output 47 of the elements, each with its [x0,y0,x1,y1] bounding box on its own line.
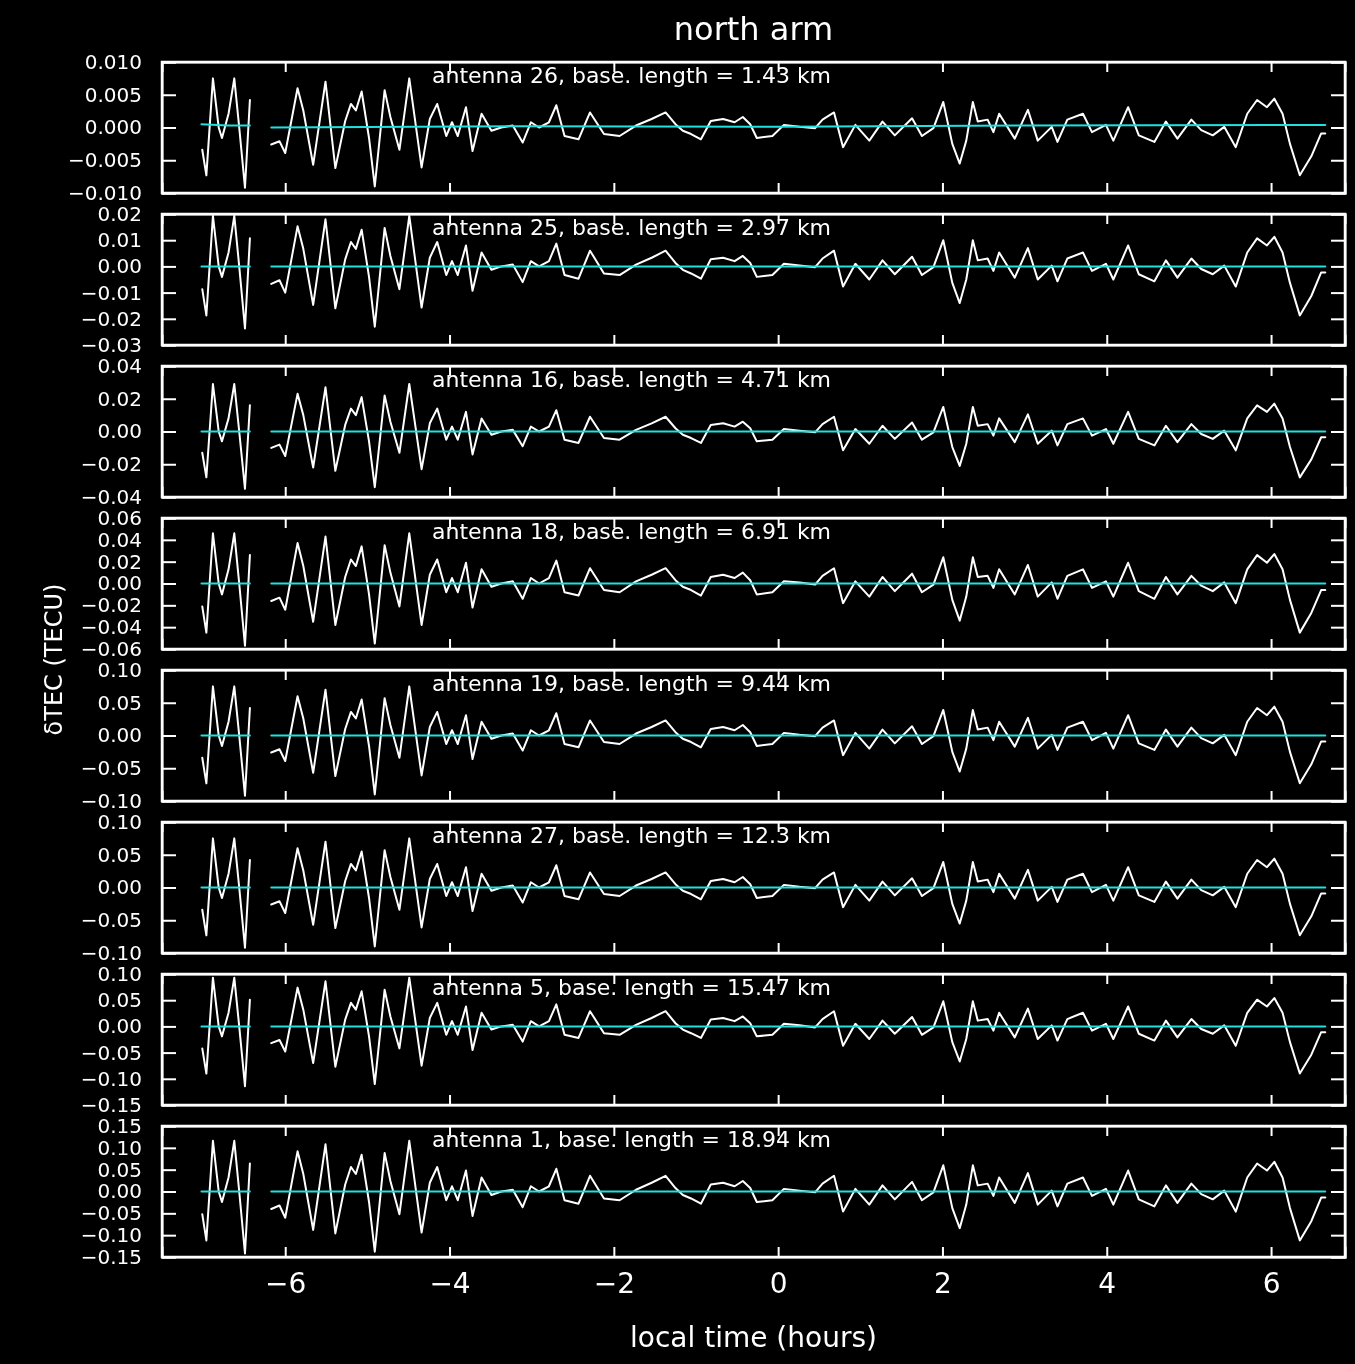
y-axis-title: δTEC (TECU) [40,583,68,736]
y-tick-label: 0.05 [97,1157,142,1182]
y-tick-label: −0.02 [80,593,142,618]
y-tick-label: −0.05 [80,908,142,933]
annotation: antenna 25, base. length = 2.97 km [432,215,832,240]
y-tick-label: 0.00 [97,875,142,900]
y-tick-label: −0.05 [80,756,142,781]
y-tick-label: 0.10 [97,1135,142,1160]
annotation: antenna 18, base. length = 6.91 km [432,519,832,544]
y-tick-label: −0.10 [80,1066,142,1091]
y-tick-label: 0.00 [97,419,142,444]
y-tick-label: 0.02 [97,549,142,574]
y-tick-label: −0.02 [80,306,142,331]
annotation: antenna 27, base. length = 12.3 km [432,823,832,848]
x-tick-label: 0 [769,1266,788,1300]
y-tick-label: 0.05 [97,690,142,715]
annotation: antenna 19, base. length = 9.44 km [432,671,832,696]
x-tick-label: 2 [934,1266,952,1300]
y-tick-label: 0.010 [84,49,142,74]
y-tick-label: 0.00 [97,1014,142,1039]
y-tick-label: 0.01 [97,228,142,253]
x-tick-label: 4 [1098,1266,1117,1300]
x-tick-label: −6 [265,1266,307,1300]
annotation: antenna 1, base. length = 18.94 km [432,1127,832,1152]
y-tick-label: −0.05 [80,1040,142,1065]
y-tick-label: −0.01 [80,280,142,305]
y-tick-label: −0.02 [80,452,142,477]
y-tick-label: −0.05 [80,1201,142,1226]
y-tick-label: 0.005 [84,82,142,107]
annotation: antenna 5, base. length = 15.47 km [432,975,832,1000]
x-tick-label: −4 [429,1266,471,1300]
annotation: antenna 16, base. length = 4.71 km [432,367,832,392]
y-tick-label: 0.05 [97,842,142,867]
annotation: antenna 26, base. length = 1.43 km [432,63,832,88]
x-tick-label: −2 [593,1266,635,1300]
y-tick-label: 0.00 [97,1179,142,1204]
y-tick-label: 0.02 [97,386,142,411]
y-tick-label: 0.04 [97,527,142,552]
x-tick-label: 6 [1262,1266,1281,1300]
y-tick-label: 0.00 [97,254,142,279]
y-tick-label: 0.00 [97,571,142,596]
y-tick-label: 0.000 [84,115,142,140]
y-tick-label: 0.05 [97,988,142,1013]
chart-title: north arm [673,10,834,48]
x-axis-title: local time (hours) [630,1321,877,1354]
y-tick-label: −0.005 [67,148,142,173]
y-tick-label: 0.00 [97,723,142,748]
